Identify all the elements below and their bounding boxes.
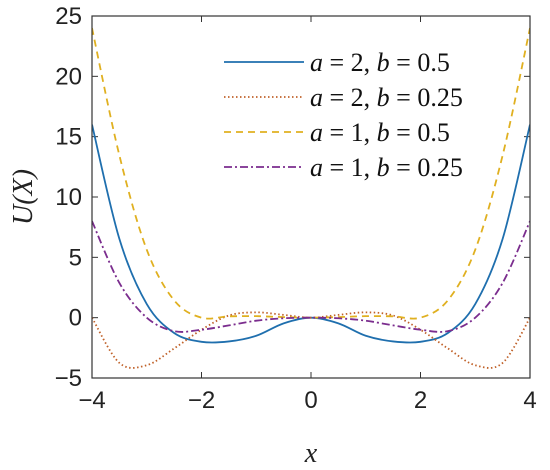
y-tick-label: 25: [55, 3, 82, 30]
y-tick-label: 10: [55, 184, 82, 211]
y-tick-label: 15: [55, 124, 82, 151]
legend-entry-3: a = 1, b = 0.5: [310, 118, 450, 147]
series-line-4: [92, 220, 530, 333]
y-tick-label: 0: [69, 305, 82, 332]
x-tick-label: 4: [523, 387, 536, 414]
plot-layer: [92, 27, 530, 369]
legend-entry-1: a = 2, b = 0.5: [310, 48, 450, 77]
x-tick-label: 0: [304, 387, 317, 414]
series-line-3: [92, 27, 530, 320]
y-tick-label: 5: [69, 244, 82, 271]
legend: a = 2, b = 0.5 a = 2, b = 0.25 a = 1, b = …: [224, 48, 463, 182]
ticks-layer: −4 −2 0 2 4 −5 0 5 10 15 20 25: [55, 3, 537, 414]
x-tick-label: 2: [414, 387, 427, 414]
legend-entry-2: a = 2, b = 0.25: [310, 83, 463, 112]
x-tick-label: −4: [78, 387, 105, 414]
y-tick-label: 20: [55, 63, 82, 90]
y-tick-label: −5: [55, 365, 82, 392]
y-axis-label: U(X): [8, 169, 39, 225]
x-axis-label: x: [304, 438, 318, 469]
series-line-2: [92, 311, 530, 369]
x-tick-label: −2: [188, 387, 215, 414]
plot-frame: [91, 15, 531, 379]
legend-entry-4: a = 1, b = 0.25: [310, 153, 463, 182]
